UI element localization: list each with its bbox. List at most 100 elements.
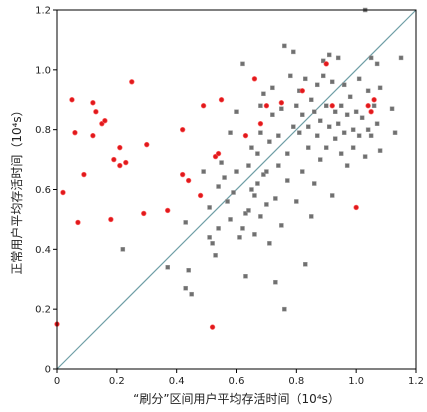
data-point — [231, 190, 236, 195]
data-point — [318, 118, 323, 123]
data-point — [365, 127, 371, 132]
data-point — [210, 241, 215, 246]
data-point — [69, 97, 75, 103]
data-point — [267, 139, 272, 144]
data-point — [398, 55, 404, 61]
data-point — [321, 58, 326, 64]
data-point — [374, 61, 380, 67]
data-point — [279, 106, 284, 111]
data-point — [197, 192, 204, 199]
data-point — [300, 169, 305, 174]
data-point — [285, 151, 290, 156]
data-point — [90, 132, 96, 139]
data-point — [243, 211, 248, 216]
data-point — [324, 145, 329, 150]
axis-ticks: 0 0.2 0.4 0.6 0.8 1.0 1.2 0 0.2 0.4 0.6 0.8 1.0 1.2 — [35, 6, 424, 388]
data-point — [179, 126, 186, 133]
x-axis-label: “刷分”区间用户平均存活时间（10⁴s） — [133, 391, 340, 406]
data-point — [329, 79, 335, 85]
data-point — [186, 268, 191, 273]
data-point — [368, 133, 374, 138]
data-point — [219, 160, 224, 165]
data-point — [312, 109, 317, 114]
y-tick-label: 0.6 — [35, 185, 51, 196]
data-point — [257, 120, 264, 127]
data-point — [246, 208, 251, 213]
data-point — [183, 285, 188, 291]
x-tick-label: 0.4 — [169, 376, 185, 387]
data-point — [270, 112, 275, 117]
data-point — [120, 247, 126, 252]
data-point — [338, 103, 344, 108]
data-point — [189, 291, 194, 297]
data-point — [282, 306, 287, 312]
y-tick-label: 1.0 — [35, 65, 51, 76]
data-point — [335, 55, 341, 61]
data-point — [276, 163, 281, 168]
data-point — [234, 109, 239, 114]
data-point — [341, 82, 347, 88]
data-point — [93, 109, 99, 115]
data-point — [324, 103, 329, 108]
data-point — [240, 226, 245, 231]
data-point — [90, 100, 96, 106]
data-point — [179, 171, 186, 178]
data-point — [108, 216, 114, 223]
y-tick-label: 0.2 — [35, 305, 51, 316]
data-point — [365, 103, 371, 109]
data-point — [252, 232, 257, 237]
data-point — [216, 184, 221, 189]
data-point — [312, 181, 317, 186]
data-point — [329, 193, 335, 198]
data-point — [185, 177, 192, 184]
data-point — [201, 169, 206, 174]
data-point — [258, 103, 263, 108]
x-tick-label: 1.2 — [408, 376, 424, 387]
data-point — [291, 124, 296, 129]
data-point — [200, 103, 207, 109]
data-point — [329, 103, 335, 109]
data-point — [258, 130, 263, 135]
data-point — [297, 130, 302, 135]
data-point — [371, 97, 377, 103]
data-point — [306, 124, 311, 129]
data-point — [294, 103, 299, 108]
data-point — [242, 132, 249, 139]
data-point — [270, 85, 275, 91]
data-point — [255, 181, 260, 186]
data-point — [228, 217, 233, 222]
data-point — [326, 124, 332, 129]
data-point — [261, 91, 266, 97]
data-point — [282, 43, 287, 49]
data-point — [240, 61, 245, 67]
data-point — [321, 73, 326, 79]
data-point — [309, 214, 314, 219]
data-point — [315, 133, 320, 138]
data-point — [368, 55, 374, 61]
x-tick-label: 0.8 — [288, 376, 304, 387]
data-point — [102, 117, 108, 124]
data-point — [237, 235, 242, 240]
data-point — [123, 159, 129, 166]
data-point — [350, 127, 356, 132]
x-tick-label: 0.2 — [109, 376, 125, 387]
data-point — [392, 130, 398, 135]
data-point — [365, 88, 371, 94]
data-point — [303, 76, 308, 82]
data-point — [359, 115, 365, 120]
data-point — [368, 109, 374, 115]
data-point — [341, 130, 347, 135]
data-point — [249, 187, 254, 192]
data-point — [243, 274, 248, 279]
data-point — [249, 145, 254, 150]
data-point — [165, 265, 170, 270]
data-point — [318, 157, 323, 162]
y-tick-label: 0.8 — [35, 125, 51, 136]
data-point — [353, 109, 359, 114]
data-point — [374, 121, 380, 126]
data-point — [251, 76, 258, 82]
data-point — [207, 235, 212, 240]
data-point — [356, 76, 362, 82]
data-point — [338, 151, 344, 156]
